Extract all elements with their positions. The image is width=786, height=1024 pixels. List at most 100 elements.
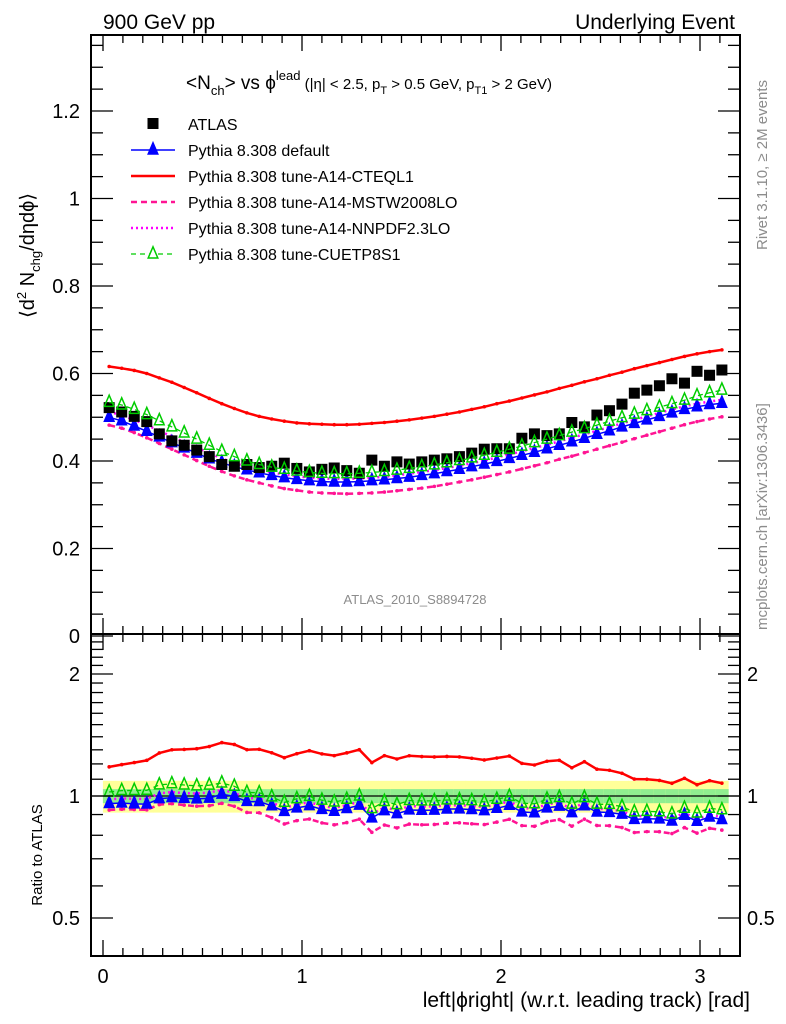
ratio-point-pythia-8-308-tune-cuetp8s1	[190, 776, 203, 791]
ratio-point-pythia-8-308-default	[378, 801, 391, 816]
ratio-point-pythia-8-308-tune-a14-cteql1	[407, 753, 412, 758]
main-point-pythia-8-308-tune-a14-cteql1	[457, 410, 462, 414]
ratio-point-pythia-8-308-tune-a14-mstw2008lo	[370, 830, 374, 835]
main-point-pythia-8-308-tune-a14-cteql1	[295, 421, 299, 425]
ratio-point-pythia-8-308-tune-a14-cteql1	[545, 759, 549, 764]
main-point-pythia-8-308-tune-a14-mstw2008lo	[632, 436, 637, 441]
main-point-pythia-8-308-tune-cuetp8s1	[640, 401, 653, 416]
main-point-atlas	[628, 387, 640, 399]
main-line-pythia-8-308-tune-cuetp8s1	[109, 389, 723, 475]
main-point-atlas	[578, 421, 590, 433]
ratio-point-pythia-8-308-tune-a14-cteql1	[707, 778, 712, 783]
ratio-point-pythia-8-308-tune-a14-mstw2008lo	[207, 803, 212, 808]
rivet-label: Rivet 3.1.10, ≥ 2M events	[754, 80, 771, 250]
main-point-pythia-8-308-tune-a14-cteql1	[232, 406, 237, 411]
main-point-pythia-8-308-tune-a14-cteql1	[595, 376, 599, 381]
main-point-pythia-8-308-tune-a14-cteql1	[645, 363, 649, 368]
main-point-atlas	[603, 405, 615, 417]
ratio-point-pythia-8-308-tune-cuetp8s1	[578, 788, 591, 803]
main-point-pythia-8-308-tune-a14-cteql1	[320, 422, 324, 427]
main-point-pythia-8-308-default	[603, 421, 616, 436]
main-point-pythia-8-308-default	[378, 470, 391, 485]
ratio-point-pythia-8-308-tune-a14-mstw2008lo	[557, 817, 562, 822]
ratio-point-pythia-8-308-default	[215, 785, 228, 799]
header-right: Underlying Event	[575, 11, 735, 34]
ratio-point-pythia-8-308-default	[303, 796, 316, 811]
main-point-pythia-8-308-tune-a14-cteql1	[207, 396, 212, 401]
ratio-point-pythia-8-308-tune-a14-mstw2008lo	[670, 831, 674, 836]
main-point-atlas	[416, 456, 428, 468]
ratio-point-pythia-8-308-tune-cuetp8s1	[228, 777, 241, 792]
ratio-uncertainty-bands	[91, 780, 740, 813]
mcplots-label: mcplots.cern.ch [arXiv:1306.3436]	[754, 403, 771, 630]
ratio-point-pythia-8-308-default	[465, 800, 478, 815]
main-point-pythia-8-308-tune-cuetp8s1	[203, 436, 216, 450]
ratio-point-pythia-8-308-tune-a14-cteql1	[382, 753, 387, 758]
x-tick-label: 0	[97, 966, 108, 988]
main-point-pythia-8-308-default	[278, 468, 291, 483]
main-point-pythia-8-308-tune-a14-cteql1	[132, 368, 137, 373]
main-point-pythia-8-308-tune-a14-mstw2008lo	[119, 426, 124, 430]
ratio-point-pythia-8-308-tune-cuetp8s1	[140, 781, 153, 796]
main-point-atlas	[591, 409, 603, 421]
ratio-point-pythia-8-308-tune-cuetp8s1	[616, 797, 628, 812]
main-point-pythia-8-308-default	[440, 462, 453, 477]
main-point-pythia-8-308-tune-a14-mstw2008lo	[232, 474, 237, 478]
main-point-pythia-8-308-tune-cuetp8s1	[165, 417, 178, 432]
ratio-point-pythia-8-308-default	[515, 802, 528, 817]
main-point-pythia-8-308-tune-cuetp8s1	[353, 464, 366, 478]
main-point-pythia-8-308-tune-cuetp8s1	[541, 430, 553, 444]
main-point-pythia-8-308-default	[290, 470, 303, 485]
ratio-point-pythia-8-308-default	[315, 800, 328, 815]
ratio-point-pythia-8-308-default	[553, 797, 566, 811]
ratio-point-pythia-8-308-tune-a14-cteql1	[157, 751, 162, 755]
ratio-point-pythia-8-308-tune-cuetp8s1	[315, 791, 328, 805]
main-point-pythia-8-308-tune-cuetp8s1	[215, 442, 228, 457]
ratio-line-pythia-8-308-tune-cuetp8s1	[109, 782, 722, 815]
main-point-pythia-8-308-tune-a14-cteql1	[507, 399, 512, 403]
plot-title: <Nch> vs ϕlead (|η| < 2.5, pT > 0.5 GeV,…	[186, 68, 552, 98]
main-point-pythia-8-308-tune-a14-cteql1	[532, 393, 537, 397]
ratio-point-pythia-8-308-tune-a14-mstw2008lo	[507, 817, 512, 822]
ratio-point-pythia-8-308-tune-cuetp8s1	[703, 799, 716, 813]
main-point-pythia-8-308-tune-cuetp8s1	[703, 383, 716, 398]
ratio-point-pythia-8-308-tune-a14-mstw2008lo	[182, 803, 186, 807]
ratio-point-pythia-8-308-tune-a14-mstw2008lo	[682, 825, 687, 830]
ratio-point-pythia-8-308-default	[678, 806, 691, 821]
ratio-point-pythia-8-308-tune-a14-cteql1	[570, 765, 574, 770]
ratio-point-pythia-8-308-default	[278, 802, 291, 817]
ratio-point-pythia-8-308-tune-a14-mstw2008lo	[582, 817, 587, 821]
main-point-pythia-8-308-default	[115, 411, 128, 426]
ratio-point-pythia-8-308-default	[103, 794, 116, 809]
main-point-atlas	[678, 377, 690, 389]
main-point-pythia-8-308-tune-a14-cteql1	[482, 404, 487, 409]
ratio-point-pythia-8-308-default	[653, 809, 666, 824]
ratio-y-axis-label: Ratio to ATLAS	[29, 804, 46, 905]
legend-label: ATLAS	[188, 117, 238, 134]
ratio-point-pythia-8-308-tune-a14-cteql1	[207, 744, 212, 749]
main-point-pythia-8-308-tune-a14-cteql1	[119, 366, 124, 371]
main-point-atlas	[666, 373, 678, 385]
main-point-pythia-8-308-tune-a14-cteql1	[370, 421, 374, 426]
main-point-atlas	[128, 410, 140, 422]
main-point-atlas	[691, 365, 703, 377]
main-point-pythia-8-308-tune-a14-cteql1	[670, 357, 674, 362]
legend-label: Pythia 8.308 tune-A14-CTEQL1	[188, 169, 414, 186]
main-point-pythia-8-308-tune-a14-mstw2008lo	[107, 423, 111, 427]
ratio-point-pythia-8-308-default	[178, 789, 191, 804]
ratio-point-pythia-8-308-default	[290, 798, 303, 813]
ratio-point-pythia-8-308-tune-a14-cteql1	[557, 758, 562, 763]
main-point-pythia-8-308-tune-a14-cteql1	[282, 419, 287, 423]
main-point-atlas	[553, 428, 565, 440]
main-point-pythia-8-308-tune-a14-mstw2008lo	[132, 430, 137, 435]
main-point-pythia-8-308-default	[715, 394, 728, 408]
ratio-point-pythia-8-308-tune-a14-cteql1	[532, 763, 537, 767]
ratio-point-pythia-8-308-default	[265, 796, 278, 811]
main-point-atlas	[141, 416, 153, 428]
ratio-point-pythia-8-308-tune-cuetp8s1	[453, 790, 466, 805]
main-series-group	[103, 348, 728, 496]
main-point-atlas	[466, 447, 478, 459]
ratio-point-pythia-8-308-tune-a14-mstw2008lo	[344, 820, 349, 825]
legend-label: Pythia 8.308 tune-A14-NNPDF2.3LO	[188, 221, 450, 238]
main-point-atlas	[641, 384, 653, 396]
